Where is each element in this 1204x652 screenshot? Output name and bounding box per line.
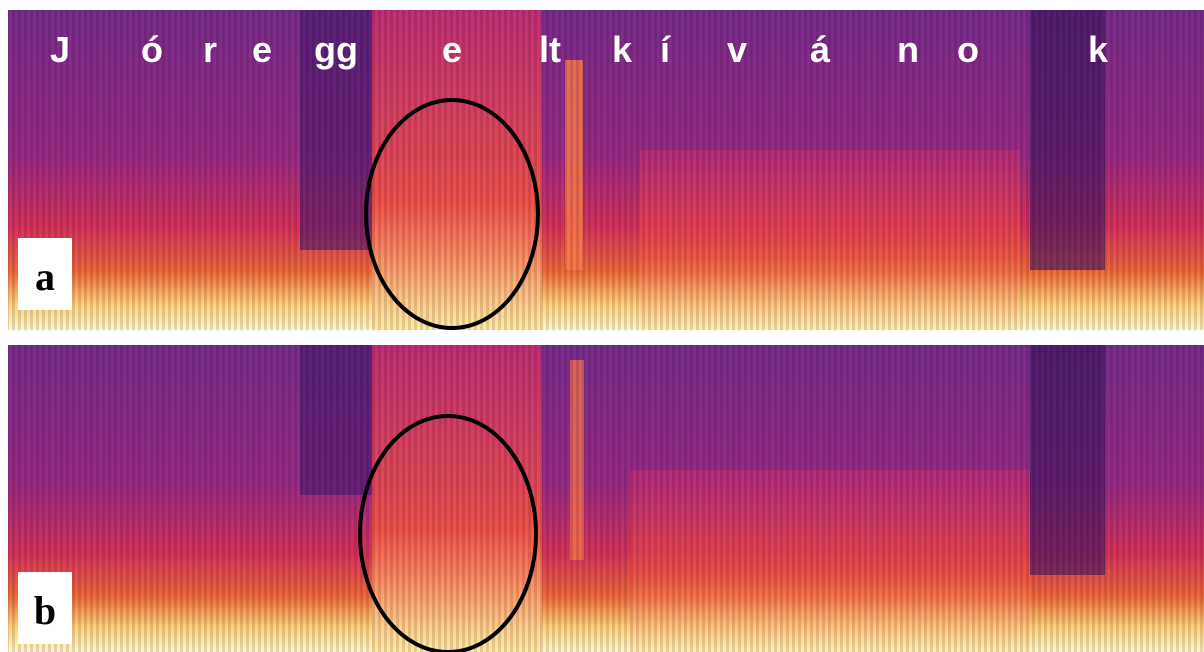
phoneme: gg — [314, 29, 358, 70]
panel-label: b — [34, 588, 56, 633]
spectrogram-b: b — [8, 345, 1204, 652]
phoneme: e — [252, 29, 272, 70]
phoneme: k — [1088, 29, 1109, 70]
phoneme: lt — [539, 29, 561, 70]
phoneme: e — [442, 29, 462, 70]
phoneme: á — [810, 29, 831, 70]
phoneme: v — [727, 29, 747, 70]
spectrogram-a: a — [8, 10, 1204, 330]
phoneme: k — [612, 29, 633, 70]
texture — [8, 345, 1204, 652]
phoneme: r — [203, 29, 217, 70]
phoneme: í — [660, 29, 671, 70]
figure: a b J ó r e gg e lt k í v á n o k — [0, 0, 1204, 652]
panel-label: a — [35, 254, 55, 299]
phoneme: J — [50, 29, 70, 70]
texture — [8, 10, 1204, 330]
phoneme: ó — [141, 29, 163, 70]
phoneme: n — [897, 29, 919, 70]
phoneme: o — [957, 29, 979, 70]
